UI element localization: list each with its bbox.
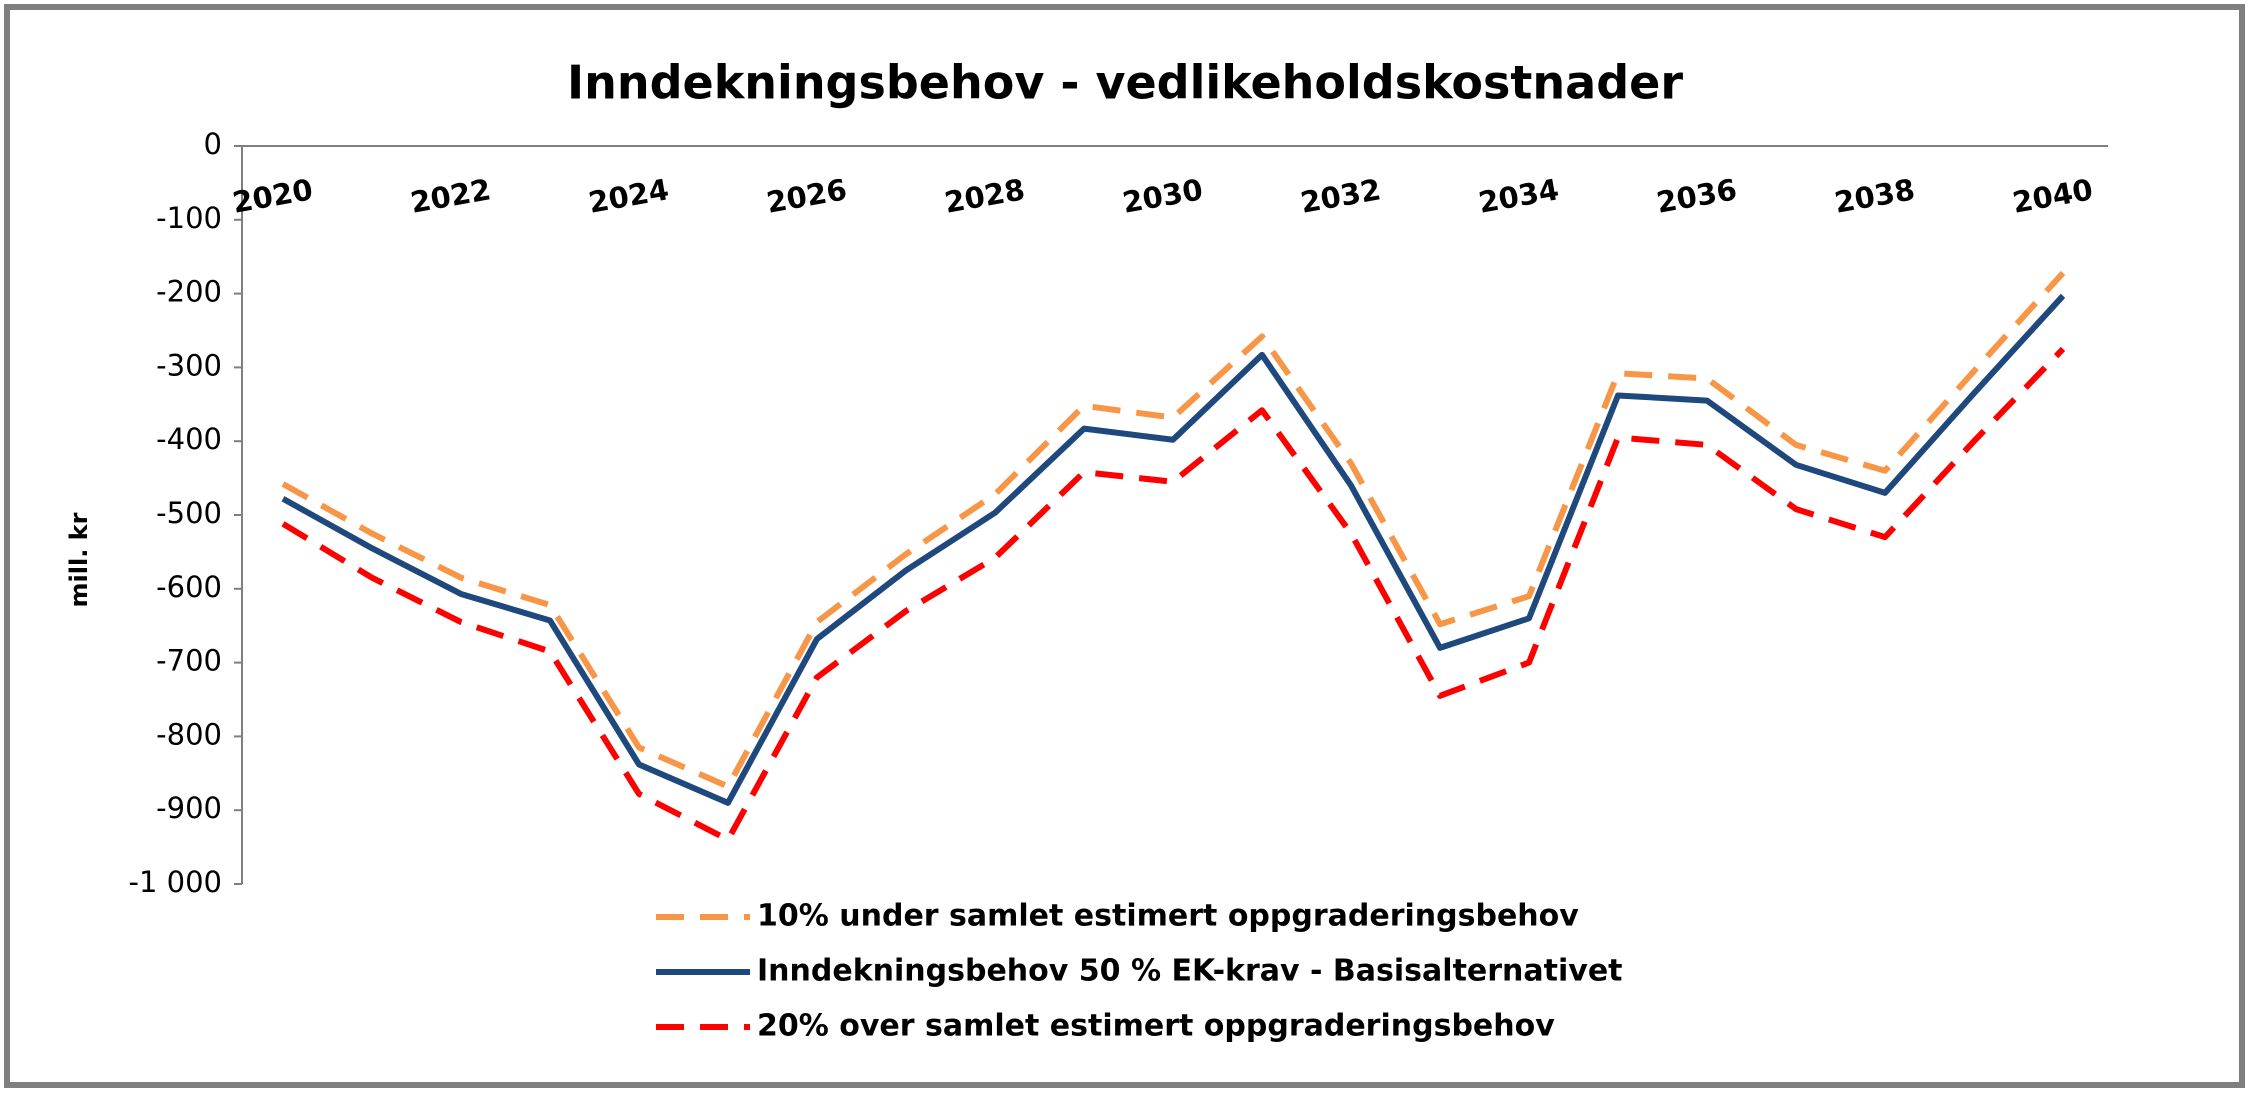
- y-tick-label: -300: [156, 348, 222, 382]
- y-axis-label: mill. kr: [65, 512, 93, 607]
- series-line: [281, 346, 2066, 843]
- y-tick-label: -400: [156, 422, 222, 456]
- legend-label: 10% under samlet estimert oppgraderingsb…: [757, 899, 1579, 934]
- y-tick-label: -800: [156, 717, 222, 751]
- y-tick-label: -900: [156, 791, 222, 825]
- y-tick-label: 0: [204, 127, 222, 161]
- series-line: [281, 270, 2066, 790]
- chart-title: Inndekningsbehov - vedlikeholdskostnader: [567, 56, 1683, 110]
- y-tick-label: -600: [156, 570, 222, 604]
- y-tick-label: -100: [156, 201, 222, 235]
- series-line: [281, 293, 2066, 806]
- y-tick-label: -700: [156, 644, 222, 678]
- legend-label: 20% over samlet estimert oppgraderingsbe…: [757, 1009, 1555, 1044]
- y-tick-label: -500: [156, 496, 222, 530]
- y-tick-label: -1 000: [129, 865, 223, 899]
- chart-frame: [4, 4, 2245, 1088]
- y-tick-label: -200: [156, 275, 222, 309]
- legend-label: Inndekningsbehov 50 % EK-krav - Basisalt…: [757, 954, 1623, 989]
